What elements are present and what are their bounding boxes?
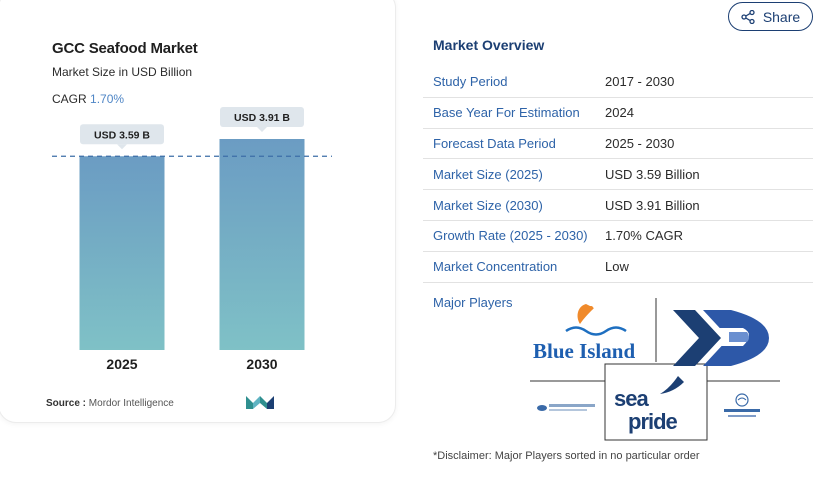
cagr-value: 1.70% [90,92,125,106]
x-tick-label-2025: 2025 [106,356,137,372]
source-label: Source : [46,398,87,409]
row-value: USD 3.59 Billion [605,166,700,182]
arrow-fish-logo [673,310,769,366]
row-label: Market Size (2030) [433,197,543,213]
source-row: Source : Mordor Intelligence [46,398,174,409]
overview-row-market-size-2030: Market Size (2030) USD 3.91 Billion [423,190,813,221]
row-value: 2017 - 2030 [605,74,675,90]
source-value: Mordor Intelligence [88,398,174,409]
svg-text:sea: sea [614,386,649,411]
overview-row-study-period: Study Period 2017 - 2030 [423,67,813,98]
overview-row-forecast-period: Forecast Data Period 2025 - 2030 [423,129,813,160]
gulf-fisheries-logo [537,404,595,411]
disclaimer: *Disclaimer: Major Players sorted in no … [433,450,700,462]
data-label-2025: USD 3.59 B [94,129,150,141]
data-label-box-2030 [220,107,304,127]
row-value: USD 3.91 Billion [605,197,700,213]
row-value: 1.70% CAGR [605,228,684,244]
data-label-2030: USD 3.91 B [234,112,290,124]
overview-row-market-size-2025: Market Size (2025) USD 3.59 Billion [423,159,813,191]
overview-row-base-year: Base Year For Estimation 2024 [423,98,813,129]
row-label: Forecast Data Period [433,135,556,151]
bar-chart: USD 3.59 B 2025 USD 3.91 B 2030 [52,107,332,372]
deep-seafood-logo [724,393,760,417]
bar-2030 [219,139,305,350]
chart-subtitle: Market Size in USD Billion [52,65,193,79]
row-value: 2024 [605,105,634,121]
cagr-label: CAGR [52,92,87,106]
overview-table: Study Period 2017 - 2030 Base Year For E… [423,67,813,283]
blue-island-logo: Blue Island [533,304,635,363]
row-value: Low [605,259,629,275]
x-tick-label-2030: 2030 [246,356,277,372]
data-label-box-2025 [80,124,164,145]
sea-pride-logo: sea pride [614,376,684,434]
major-players-logos: Blue Island sea pride [530,298,780,441]
svg-text:pride: pride [628,409,678,434]
mordor-intelligence-logo [246,396,274,409]
cagr-row: CAGR 1.70% [52,92,124,106]
overview-title: Market Overview [433,37,545,53]
data-label-pointer [257,127,267,132]
share-icon [741,9,755,24]
row-label: Base Year For Estimation [433,105,580,121]
chart-title: GCC Seafood Market [52,40,198,57]
row-label: Study Period [433,74,508,90]
data-label-pointer [117,144,127,150]
blue-island-logo-text: Blue Island [533,339,635,363]
overview-row-growth-rate: Growth Rate (2025 - 2030) 1.70% CAGR [423,221,813,252]
share-button[interactable]: Share [728,2,813,31]
bar-2025 [79,156,165,350]
row-label: Growth Rate (2025 - 2030) [433,228,588,244]
row-value: 2025 - 2030 [605,135,675,151]
chart-card [0,0,396,423]
share-label: Share [762,8,801,25]
row-label: Market Concentration [433,259,558,275]
row-label: Market Size (2025) [433,166,543,182]
major-players-label: Major Players [433,295,513,310]
overview-row-market-concentration: Market Concentration Low [423,252,813,283]
